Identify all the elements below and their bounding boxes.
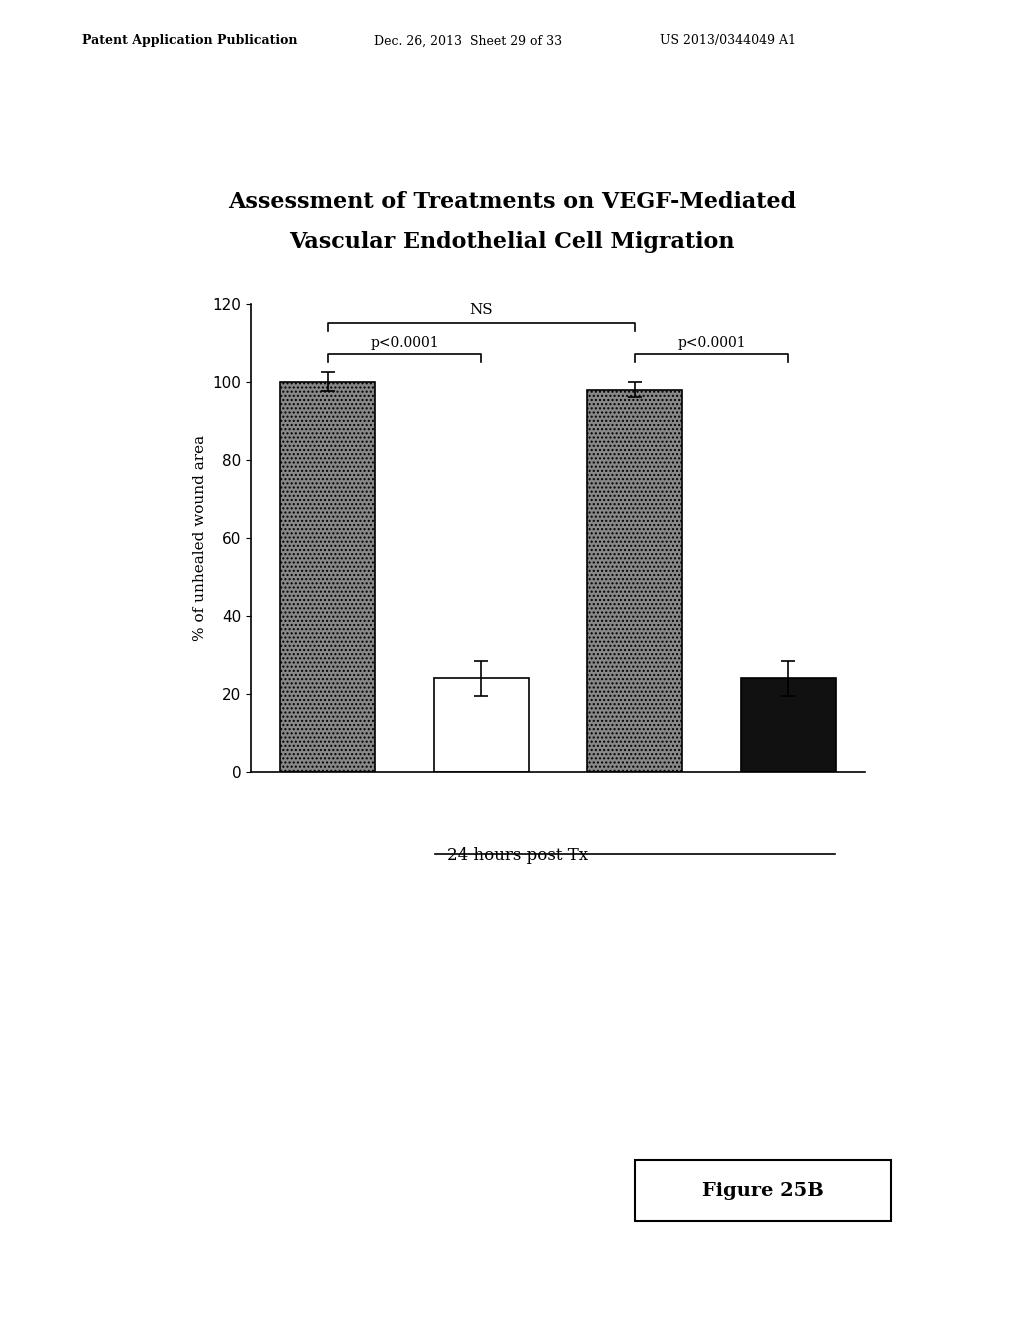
Text: p<0.0001: p<0.0001 (677, 337, 746, 351)
Bar (281, 381, 376, 772)
Y-axis label: % of unhealed wound area: % of unhealed wound area (193, 434, 207, 642)
Text: Assessment of Treatments on VEGF-Mediated: Assessment of Treatments on VEGF-Mediate… (228, 191, 796, 214)
Text: Figure 25B: Figure 25B (701, 1181, 824, 1200)
FancyBboxPatch shape (635, 1160, 891, 1221)
Bar (434, 678, 528, 772)
Text: US 2013/0344049 A1: US 2013/0344049 A1 (660, 34, 797, 48)
Text: p<0.0001: p<0.0001 (370, 337, 439, 351)
Text: NS: NS (469, 304, 494, 317)
Text: Patent Application Publication: Patent Application Publication (82, 34, 297, 48)
Bar (741, 678, 836, 772)
Text: Dec. 26, 2013  Sheet 29 of 33: Dec. 26, 2013 Sheet 29 of 33 (374, 34, 562, 48)
Bar (588, 389, 682, 772)
Text: Vascular Endothelial Cell Migration: Vascular Endothelial Cell Migration (289, 231, 735, 253)
Text: 24 hours post Tx: 24 hours post Tx (446, 847, 588, 865)
